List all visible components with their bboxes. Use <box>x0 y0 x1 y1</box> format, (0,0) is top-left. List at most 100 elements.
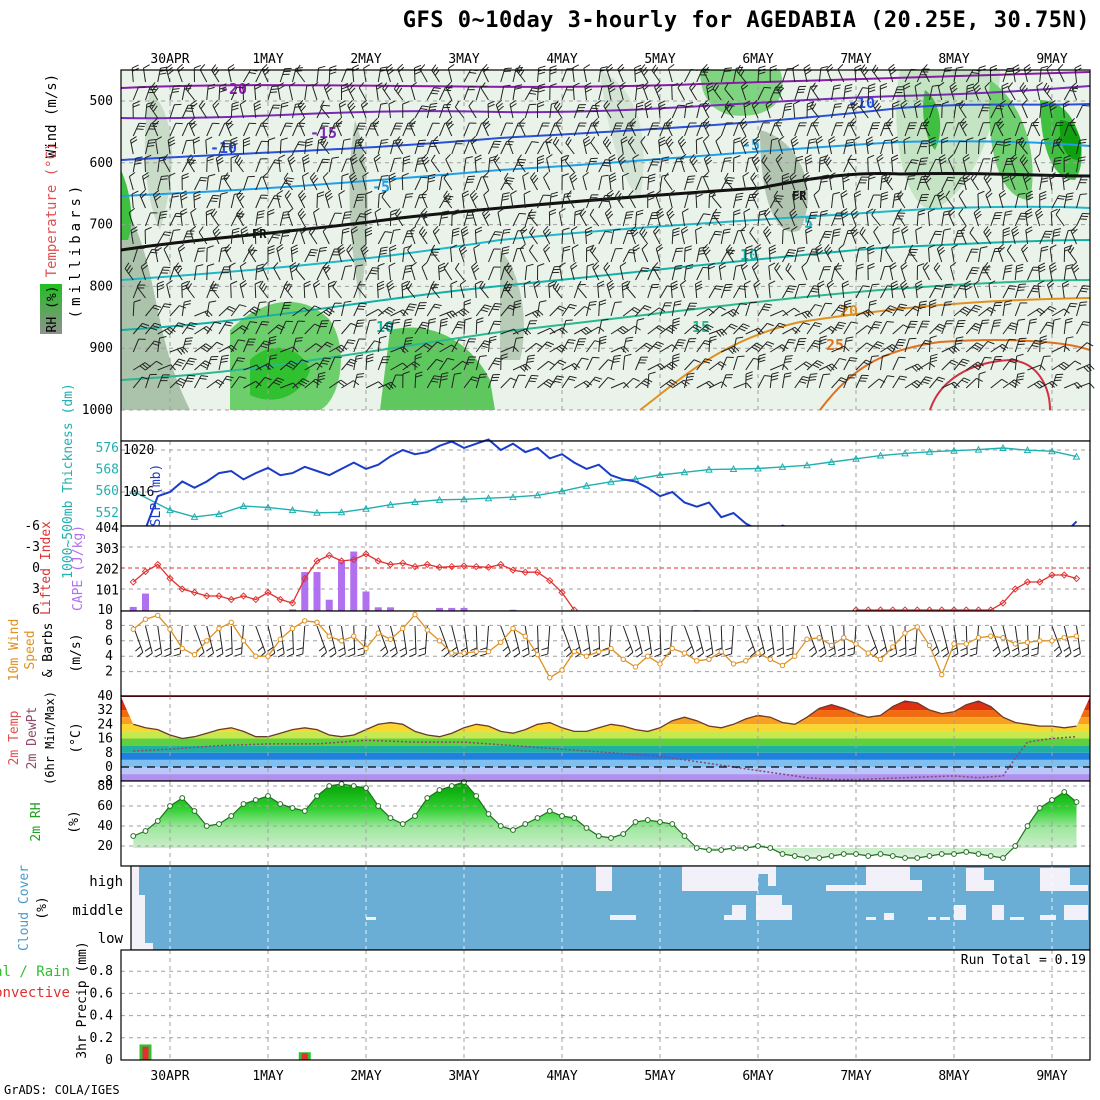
wind-barb-flag <box>441 213 449 216</box>
wind-barb <box>712 214 722 227</box>
wind-barb-flag <box>850 225 857 232</box>
wind-barb-flag <box>782 310 789 316</box>
wind-barb <box>365 320 371 335</box>
wind-barb <box>524 266 528 281</box>
wind-barb <box>610 382 625 389</box>
wind-barb-flag <box>675 264 683 267</box>
wind-barb <box>806 122 813 137</box>
wind-barb <box>471 266 477 281</box>
wind-barb-flag <box>1039 338 1047 342</box>
wind-barb <box>157 212 161 227</box>
wind-barb <box>218 356 223 371</box>
wind-barb-flag <box>763 172 769 178</box>
wind-barb <box>1062 176 1065 191</box>
wind-barb-flag <box>256 263 264 267</box>
wind-barb <box>668 194 673 209</box>
cape-bar <box>142 593 149 611</box>
wind-barb-flag <box>128 207 135 214</box>
wind-barb-flag <box>950 84 957 90</box>
wind-barb-flag <box>150 327 158 331</box>
wind-barb-flag <box>240 282 247 288</box>
wind-barb <box>745 342 757 353</box>
wind-barb-flag <box>702 328 710 333</box>
wind-barb-flag <box>381 190 387 198</box>
wind-barb-flag <box>231 107 239 111</box>
wind-barb-flag <box>336 120 343 127</box>
wind-barb <box>390 374 397 389</box>
wind-barb <box>598 231 606 245</box>
wind-barb-flag <box>784 361 792 363</box>
wind-barb <box>192 140 195 155</box>
wind-barb <box>689 87 698 101</box>
wind-barb <box>475 356 481 371</box>
wind-barb-flag <box>1049 382 1055 388</box>
wind-barb-flag <box>945 67 953 69</box>
tick-label: 560 <box>96 484 119 499</box>
wind-barb-flag <box>911 383 918 389</box>
wind-barb <box>402 122 409 137</box>
wind-barb <box>279 302 285 317</box>
wind-barb-flag <box>724 172 729 180</box>
wind-barb-flag <box>705 156 712 163</box>
wind-barb <box>733 303 741 317</box>
wind-barb <box>212 231 220 245</box>
wind-barb-flag <box>362 102 369 109</box>
wind-barb-flag <box>580 210 587 217</box>
data-point <box>583 653 590 659</box>
wind-barb <box>1002 379 1015 389</box>
data-point <box>816 855 823 861</box>
data-point <box>424 627 430 633</box>
wind-barb-flag <box>267 212 275 216</box>
tick-label: 0.6 <box>90 986 113 1001</box>
wind-barb <box>803 68 808 83</box>
wind-barb-flag <box>323 357 331 360</box>
wind-barb <box>1007 105 1016 119</box>
wind-barb-flag <box>634 70 642 75</box>
wind-barb-flag <box>671 286 679 291</box>
wind-barb-flag <box>273 197 281 200</box>
wind-barb <box>769 322 780 335</box>
wind-barb-flag <box>388 285 395 291</box>
wind-barb <box>1057 69 1065 83</box>
wind-barb <box>929 104 935 119</box>
wind-barb-flag <box>744 280 751 285</box>
wind-barb-flag <box>848 359 856 362</box>
li-point <box>484 563 493 571</box>
wind-barb-flag <box>949 210 956 217</box>
wind-barb-flag <box>526 263 534 267</box>
wind-barb-flag <box>512 646 519 652</box>
wind-barb <box>745 358 754 371</box>
wind-barb-flag <box>709 335 717 339</box>
wind-barb <box>794 310 809 317</box>
wind-barb-flag <box>553 380 561 384</box>
wind-barb-flag <box>789 285 797 288</box>
wind-barb <box>929 323 940 335</box>
wind-barb <box>347 87 355 101</box>
wind-barb-flag <box>825 230 833 233</box>
wind-barb <box>451 339 459 353</box>
wind-barb <box>733 122 739 137</box>
wind-barb-flag <box>740 135 747 142</box>
wind-barb-flag <box>471 261 478 268</box>
wind-barb <box>778 140 783 155</box>
wind-barb-flag <box>1021 84 1027 92</box>
wind-barb <box>843 230 849 245</box>
wind-barb-flag <box>879 646 887 652</box>
data-point <box>216 625 222 632</box>
wind-barb-flag <box>805 157 813 162</box>
wind-barb <box>1046 68 1053 83</box>
wind-barb-flag <box>434 228 440 235</box>
wind-barb <box>923 177 930 191</box>
wind-barb-flag <box>777 156 783 163</box>
wind-barb-flag <box>239 100 247 105</box>
wind-barb <box>711 196 722 209</box>
wind-barb-flag <box>941 136 949 141</box>
wind-barb <box>702 140 710 155</box>
wind-barb-flag <box>549 71 557 75</box>
wind-barb <box>181 375 189 389</box>
wind-barb <box>181 283 183 299</box>
wind-barb-flag <box>963 175 970 180</box>
wind-barb-flag <box>681 226 688 231</box>
wind-barb-flag <box>483 120 490 127</box>
